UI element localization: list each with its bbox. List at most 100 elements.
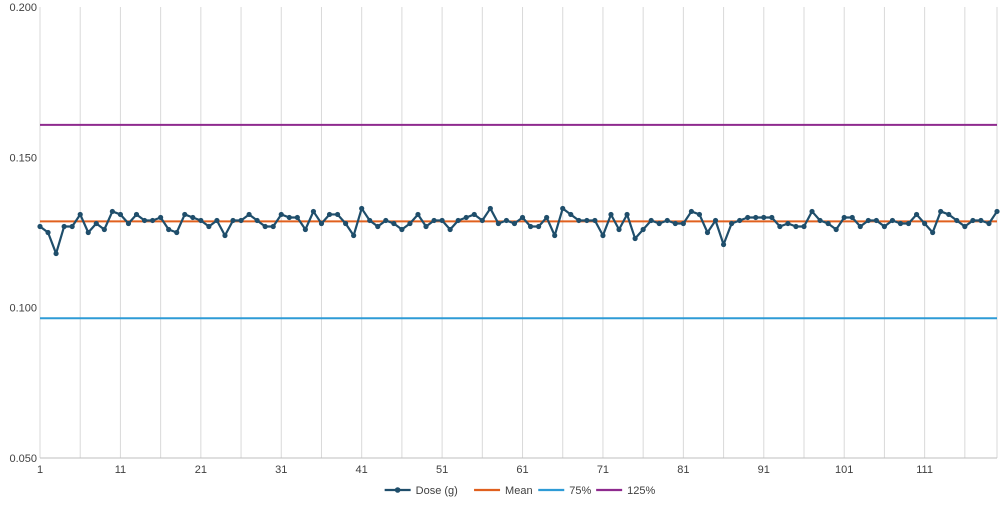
data-point <box>552 232 558 239</box>
data-point <box>367 217 373 224</box>
data-point <box>704 229 711 236</box>
legend-item-125: 125% <box>596 485 656 497</box>
data-point <box>278 211 284 218</box>
legend-label: Mean <box>505 485 533 497</box>
data-point <box>825 220 831 227</box>
data-point <box>817 217 823 224</box>
data-point <box>536 223 542 230</box>
data-point <box>544 214 550 221</box>
legend-item-dose-g: Dose (g) <box>384 485 458 497</box>
data-point <box>326 211 333 218</box>
x-tick-label: 81 <box>677 464 689 476</box>
x-tick-label: 51 <box>436 464 448 476</box>
data-point <box>922 220 928 227</box>
data-point <box>729 220 735 227</box>
data-point <box>77 211 83 218</box>
data-point <box>334 211 341 218</box>
x-tick-label: 101 <box>835 464 853 476</box>
data-point <box>632 235 638 242</box>
data-point <box>608 211 614 218</box>
data-point <box>45 229 51 236</box>
data-point <box>61 223 67 230</box>
data-point <box>801 223 807 230</box>
x-tick-label: 111 <box>916 464 933 476</box>
data-point <box>712 217 719 224</box>
data-point <box>680 220 686 227</box>
data-point <box>174 229 180 236</box>
data-point <box>447 226 453 233</box>
data-point <box>962 223 968 230</box>
grid <box>39 7 998 459</box>
data-point <box>841 214 847 221</box>
data-point <box>656 220 662 227</box>
data-point <box>230 217 236 224</box>
data-point <box>222 232 228 239</box>
legend: Dose (g) Mean 75% 125% <box>384 485 656 497</box>
data-point <box>318 220 325 227</box>
data-point <box>407 220 413 227</box>
data-point <box>938 208 944 215</box>
data-point <box>881 223 888 230</box>
data-point <box>777 223 783 230</box>
data-point <box>109 208 115 215</box>
x-tick-label: 41 <box>356 464 368 476</box>
data-point <box>439 217 445 224</box>
data-point <box>190 214 196 221</box>
data-point <box>600 232 606 239</box>
data-point <box>527 223 534 230</box>
data-point <box>391 220 397 227</box>
data-point <box>865 217 871 224</box>
data-point <box>978 217 984 224</box>
x-tick-label: 61 <box>516 464 528 476</box>
data-point <box>664 217 670 224</box>
data-point <box>149 217 156 224</box>
data-point <box>833 226 839 233</box>
data-point <box>294 214 300 221</box>
x-tick-label: 31 <box>275 464 287 476</box>
data-point <box>511 220 518 227</box>
data-point <box>688 208 695 215</box>
data-point <box>463 214 469 221</box>
data-point <box>954 217 960 224</box>
x-tick-label: 91 <box>758 464 770 476</box>
data-point <box>117 211 124 218</box>
data-point <box>214 217 220 224</box>
data-point <box>375 223 381 230</box>
data-point <box>809 208 815 215</box>
data-point <box>423 223 429 230</box>
data-point <box>351 232 357 239</box>
data-point <box>592 217 598 224</box>
data-point <box>182 211 188 218</box>
y-tick-label: 0.200 <box>9 2 37 14</box>
data-point <box>479 217 485 224</box>
data-point <box>431 217 437 224</box>
data-point <box>342 220 349 227</box>
legend-label: 125% <box>627 485 655 497</box>
data-point <box>720 241 727 248</box>
data-point <box>399 226 405 233</box>
data-point <box>640 226 646 233</box>
data-point <box>310 208 317 215</box>
data-point <box>246 211 252 218</box>
data-point <box>206 223 212 230</box>
data-point <box>383 217 389 224</box>
data-point <box>905 220 912 227</box>
data-point <box>624 211 630 218</box>
data-point <box>158 214 164 221</box>
legend-marker <box>394 487 401 493</box>
data-point <box>616 226 622 233</box>
legend-item-75: 75% <box>538 485 591 497</box>
data-point <box>166 226 172 233</box>
data-point <box>785 220 791 227</box>
y-axis-ticks: 0.050 0.100 0.150 0.200 <box>9 2 37 465</box>
data-point <box>302 226 308 233</box>
data-point <box>946 211 952 218</box>
legend-label: Dose (g) <box>416 485 458 497</box>
data-point <box>560 205 566 212</box>
data-point <box>994 208 1000 215</box>
data-point <box>576 217 582 224</box>
data-point <box>254 217 260 224</box>
data-point <box>519 214 526 221</box>
